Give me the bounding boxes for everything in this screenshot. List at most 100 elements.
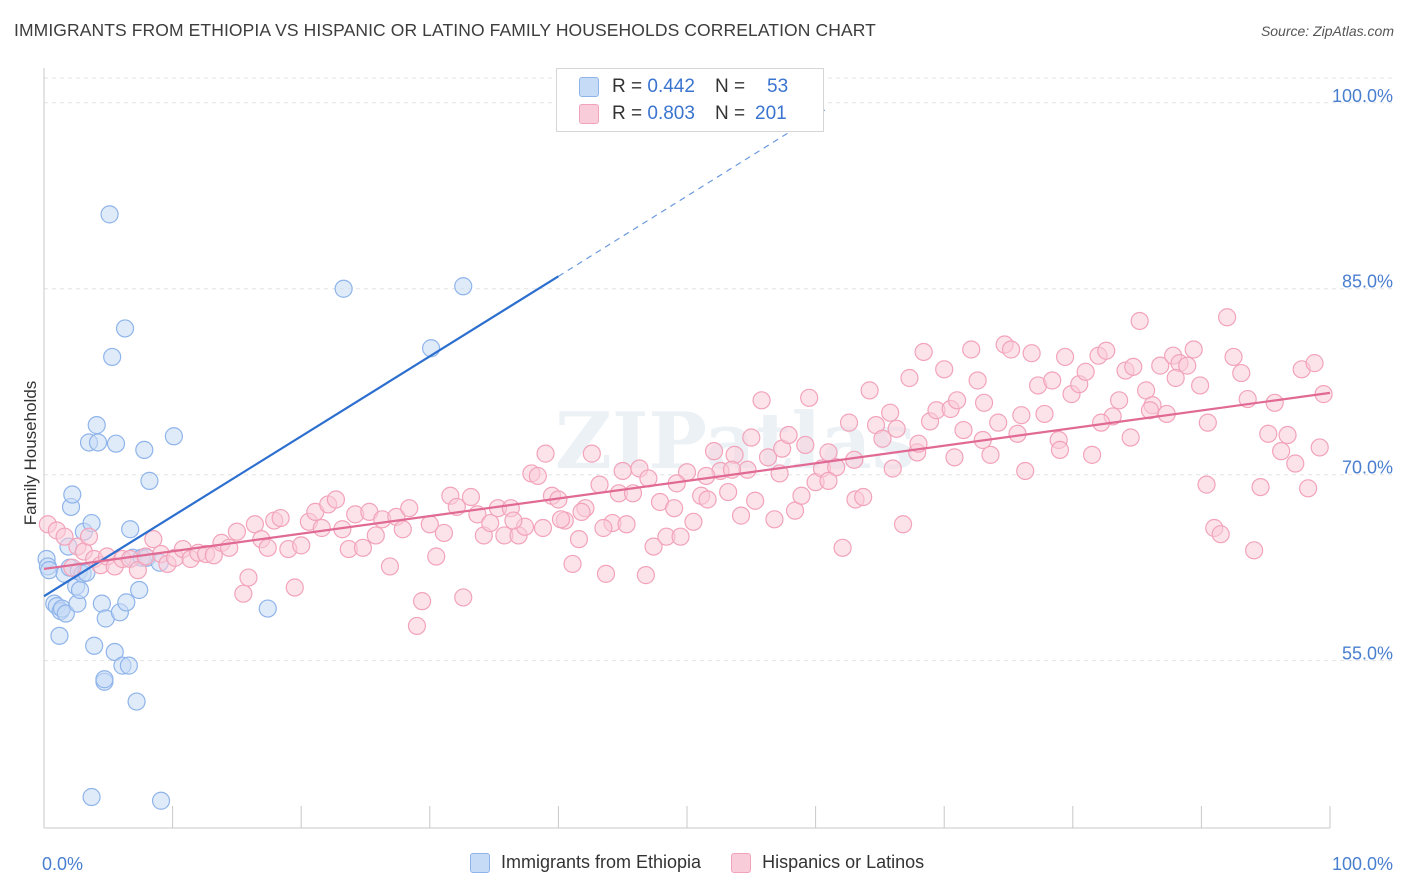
data-point (738, 460, 757, 479)
n-value-hispanic: 201 (755, 103, 787, 124)
data-point (1109, 391, 1129, 410)
axes (43, 68, 1331, 829)
n-label: N = (714, 103, 746, 124)
data-point (454, 588, 473, 607)
data-point (407, 616, 427, 636)
data-point (698, 490, 717, 509)
data-point (719, 482, 738, 502)
data-point (412, 592, 432, 611)
data-point (594, 518, 613, 538)
legend-swatch-ethiopia (579, 77, 599, 97)
correlation-legend: R = 0.442 N = 53 R = 0.803 N = 201 (556, 68, 824, 132)
data-point (572, 502, 591, 521)
data-point (854, 487, 873, 507)
data-point (636, 566, 655, 585)
legend-label-hispanic: Hispanics or Latinos (762, 852, 925, 872)
data-point (1001, 340, 1021, 359)
data-point (752, 391, 771, 410)
data-point (63, 485, 82, 504)
legend-item-ethiopia: Immigrants from Ethiopia (470, 852, 701, 873)
data-point (454, 277, 473, 296)
data-point (140, 471, 159, 490)
data-point (665, 499, 684, 518)
data-point (671, 527, 690, 546)
data-point (1151, 356, 1170, 375)
series-legend: Immigrants from Ethiopia Hispanics or La… (470, 852, 954, 873)
data-point (1251, 477, 1270, 497)
data-point (1166, 368, 1185, 388)
data-point (792, 486, 811, 505)
data-point (1198, 413, 1217, 432)
data-point (1245, 541, 1264, 560)
data-point (285, 578, 304, 597)
r-value-ethiopia: 0.442 (647, 76, 695, 97)
data-point (887, 419, 906, 438)
chart-title: IMMIGRANTS FROM ETHIOPIA VS HISPANIC OR … (14, 20, 876, 40)
legend-swatch-hispanic (731, 852, 752, 873)
data-point (1140, 401, 1160, 420)
data-point (839, 413, 859, 432)
data-point (1016, 461, 1035, 481)
data-point (684, 512, 703, 531)
data-point (551, 510, 571, 529)
data-point (800, 388, 819, 407)
data-point (697, 466, 716, 486)
data-point (92, 594, 111, 613)
data-point (827, 458, 846, 477)
y-tick-label: 55.0% (1342, 644, 1393, 664)
data-point (935, 360, 954, 379)
series-1-points (38, 308, 1333, 636)
data-point (366, 526, 385, 545)
data-point (819, 471, 838, 490)
data-point (617, 515, 636, 534)
data-point (88, 433, 108, 452)
legend-item-hispanic: Hispanics or Latinos (731, 852, 924, 873)
x-tick-label-max: 100.0% (1332, 854, 1393, 874)
data-point (1265, 393, 1284, 412)
data-point (55, 527, 74, 546)
data-point (393, 520, 412, 539)
data-point (258, 538, 277, 557)
data-point (613, 461, 632, 481)
data-point (644, 537, 663, 556)
data-point (742, 428, 761, 447)
data-point (1310, 438, 1329, 457)
data-point (135, 440, 154, 460)
data-point (380, 557, 400, 576)
data-point (731, 506, 751, 525)
data-point (1012, 406, 1031, 425)
legend-swatch-ethiopia (470, 852, 490, 873)
data-point (796, 435, 815, 455)
data-point (1124, 357, 1143, 376)
data-point (121, 520, 140, 539)
data-point (103, 347, 122, 367)
data-point (1259, 424, 1278, 443)
data-point (590, 475, 609, 494)
data-point (974, 393, 994, 412)
data-point (704, 442, 724, 461)
data-point (962, 340, 981, 359)
trend-lines (43, 107, 1331, 598)
y-tick-label: 100.0% (1332, 86, 1393, 106)
data-point (833, 538, 852, 557)
legend-row-ethiopia: R = 0.442 N = 53 (579, 74, 788, 100)
data-point (779, 425, 798, 445)
data-point (239, 568, 258, 587)
data-points (37, 205, 1333, 810)
data-point (1197, 475, 1216, 494)
data-point (914, 342, 933, 362)
data-point (883, 459, 902, 478)
data-point (105, 642, 124, 662)
data-point (945, 448, 964, 467)
data-point (533, 518, 553, 538)
data-point (87, 416, 106, 435)
data-point (1097, 341, 1116, 360)
data-point (400, 499, 419, 518)
data-point (130, 580, 149, 600)
data-point (968, 371, 987, 390)
axis-labels: 55.0% 70.0% 85.0% 100.0% 0.0% 100.0% Family Ho… (21, 86, 1393, 874)
data-point (271, 508, 290, 528)
data-point (82, 787, 101, 807)
r-value-hispanic: 0.803 (647, 103, 695, 124)
